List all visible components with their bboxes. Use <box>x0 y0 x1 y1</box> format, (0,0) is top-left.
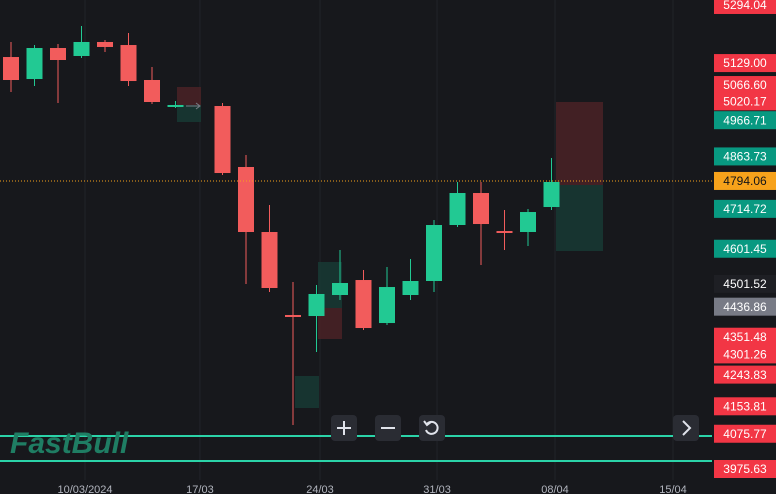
zoom-out-button[interactable] <box>375 415 401 441</box>
y-tick-label: 5294.04 <box>723 0 767 12</box>
y-tick-label: 3975.63 <box>723 462 767 476</box>
price-label-background <box>714 147 776 166</box>
reset-button[interactable] <box>419 415 445 441</box>
position-profit-zone <box>295 376 319 408</box>
candle-body <box>144 79 160 102</box>
y-tick-label: 5020.17 <box>723 95 767 109</box>
candle-body <box>261 232 278 289</box>
price-label-background <box>714 92 776 111</box>
price-label-background <box>714 171 776 190</box>
price-label-background <box>714 111 776 130</box>
candle-body <box>238 167 254 233</box>
candle-body <box>214 106 231 174</box>
y-tick-label: 4794.06 <box>723 174 767 188</box>
x-tick-label: 08/04 <box>541 484 569 494</box>
position-loss-zone <box>556 102 603 185</box>
y-tick-label: 4351.48 <box>723 330 767 344</box>
position-profit-zone <box>177 105 201 122</box>
candle-body <box>285 314 301 318</box>
y-tick-label: 5129.00 <box>723 56 767 70</box>
candle-body <box>97 41 113 47</box>
position-loss-zone <box>177 87 201 105</box>
toolbar <box>331 415 699 441</box>
candle-body <box>426 225 442 281</box>
candle-body <box>473 193 489 225</box>
price-label-background <box>714 327 776 346</box>
price-label-background <box>714 460 776 479</box>
price-label-background <box>714 397 776 416</box>
price-label-background <box>714 365 776 384</box>
arrow <box>186 102 201 110</box>
scroll-right-button[interactable] <box>673 415 699 441</box>
candle-body <box>332 283 348 296</box>
candle-body <box>520 212 536 233</box>
candle-body <box>73 41 90 56</box>
zoom-in-button[interactable] <box>331 415 357 441</box>
y-tick-label: 4153.81 <box>723 399 767 413</box>
y-tick-label: 4601.45 <box>723 242 767 256</box>
y-tick-label: 4966.71 <box>723 113 767 127</box>
position-tools <box>177 87 603 408</box>
price-label-background <box>714 199 776 218</box>
price-label-background <box>714 0 776 14</box>
candle-body <box>496 231 513 233</box>
x-tick-label: 10/03/2024 <box>57 484 112 494</box>
price-label-background <box>714 239 776 258</box>
candle-body <box>3 57 19 80</box>
x-tick-label: 15/04 <box>659 484 687 494</box>
candle-body <box>50 48 66 61</box>
candle-body <box>402 280 419 296</box>
candle-body <box>308 293 325 317</box>
candle-body <box>449 193 466 226</box>
price-axis: 5294.04 5129.00 5066.60 5020.17 4966.71 4863.… <box>714 0 776 479</box>
candle-body <box>543 181 560 208</box>
candle-body <box>167 104 184 107</box>
price-label-background <box>714 54 776 73</box>
x-tick-label: 24/03 <box>306 484 334 494</box>
price-label-background <box>714 274 776 293</box>
y-tick-label: 4501.52 <box>723 277 767 291</box>
brand-logo: FastBull <box>10 427 129 460</box>
y-tick-label: 4863.73 <box>723 150 767 164</box>
x-tick-label: 17/03 <box>186 484 214 494</box>
y-tick-label: 4243.83 <box>723 368 767 382</box>
candle-body <box>379 287 395 324</box>
candle-body <box>120 45 137 82</box>
price-label-background <box>714 297 776 316</box>
price-label-background <box>714 76 776 95</box>
y-tick-label: 5066.60 <box>723 78 767 92</box>
position-profit-zone <box>556 185 603 251</box>
y-tick-label: 4301.26 <box>723 348 767 362</box>
price-label-background <box>714 345 776 364</box>
candle-body <box>355 280 372 329</box>
y-tick-label: 4436.86 <box>723 300 767 314</box>
y-tick-label: 4075.77 <box>723 427 767 441</box>
price-label-background <box>714 424 776 443</box>
candle-body <box>26 48 43 80</box>
candles <box>3 26 560 426</box>
y-tick-label: 4714.72 <box>723 202 767 216</box>
x-tick-label: 31/03 <box>423 484 451 494</box>
